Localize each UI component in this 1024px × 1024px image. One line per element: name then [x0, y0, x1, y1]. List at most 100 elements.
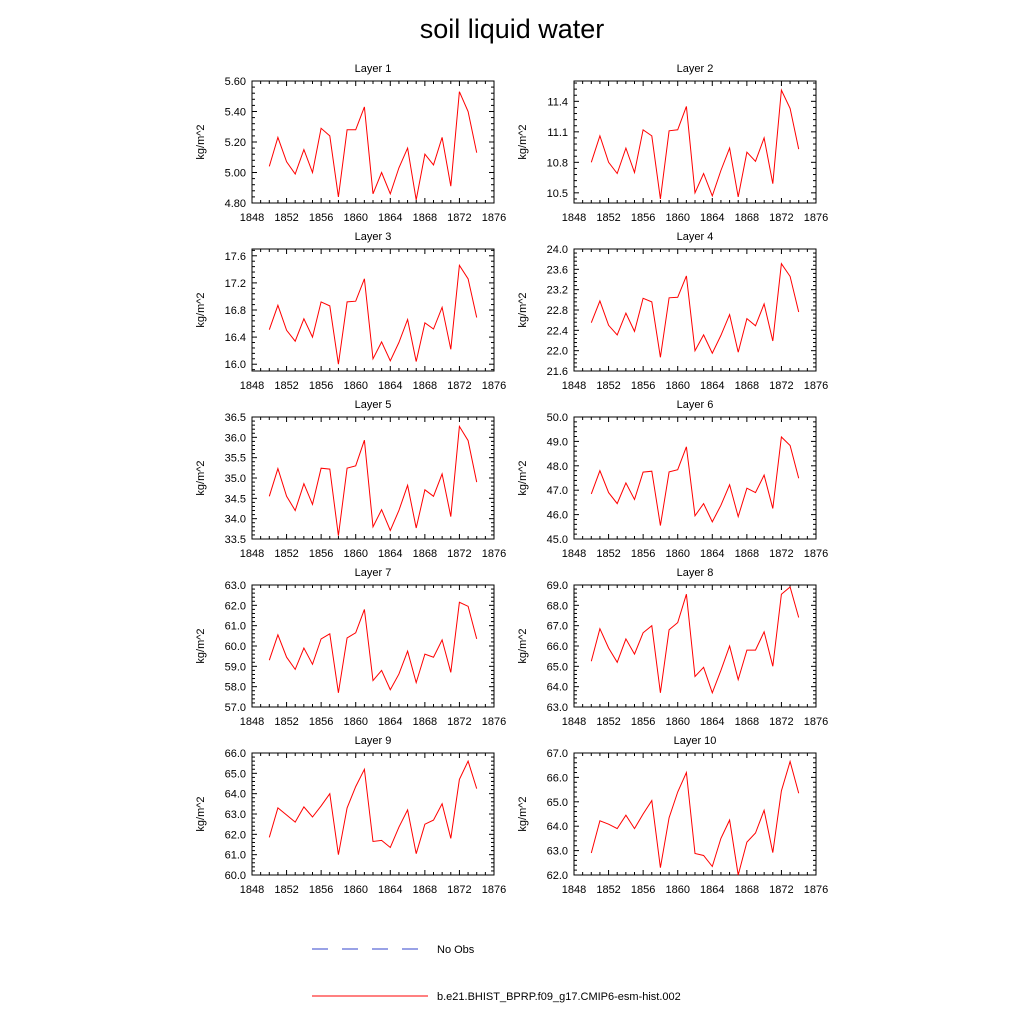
panel-title: Layer 1 — [355, 63, 392, 75]
x-tick-label: 1872 — [447, 380, 471, 392]
y-tick-label: 64.0 — [547, 821, 568, 833]
y-tick-label: 65.0 — [225, 768, 246, 780]
x-tick-label: 1864 — [378, 716, 402, 728]
x-tick-label: 1872 — [769, 548, 793, 560]
x-tick-label: 1860 — [343, 884, 367, 896]
series-line — [268, 263, 478, 365]
y-tick-label: 16.0 — [225, 359, 246, 371]
panel-title: Layer 4 — [677, 231, 714, 243]
x-tick-label: 1852 — [596, 716, 620, 728]
x-tick-label: 1864 — [378, 548, 402, 560]
plot-frame — [573, 248, 817, 372]
x-tick-label: 1848 — [240, 212, 264, 224]
x-tick-label: 1856 — [631, 380, 655, 392]
x-tick-label: 1856 — [631, 884, 655, 896]
series-line — [268, 424, 478, 536]
y-tick-label: 63.0 — [225, 809, 246, 821]
x-tick-label: 1876 — [482, 884, 506, 896]
x-tick-label: 1856 — [309, 548, 333, 560]
x-tick-label: 1872 — [769, 212, 793, 224]
x-tick-label: 1860 — [343, 380, 367, 392]
x-tick-label: 1864 — [378, 212, 402, 224]
plot-frame — [251, 80, 495, 204]
x-tick-label: 1856 — [309, 212, 333, 224]
y-tick-label: 61.0 — [225, 621, 246, 633]
x-tick-label: 1868 — [413, 212, 437, 224]
x-tick-label: 1856 — [631, 548, 655, 560]
x-tick-label: 1852 — [596, 548, 620, 560]
y-tick-label: 35.5 — [225, 453, 246, 465]
x-tick-label: 1852 — [596, 380, 620, 392]
y-tick-label: 22.0 — [547, 346, 568, 358]
panel-5: Layer 5 1848 1852 1856 1860 1864 1868 1872 1876 3… — [195, 399, 506, 560]
x-tick-label: 1868 — [735, 380, 759, 392]
x-tick-label: 1876 — [804, 884, 828, 896]
y-axis-label: kg/m^2 — [195, 796, 207, 831]
y-tick-label: 50.0 — [547, 412, 568, 424]
x-tick-label: 1860 — [665, 212, 689, 224]
x-tick-label: 1864 — [700, 548, 724, 560]
x-tick-label: 1868 — [413, 548, 437, 560]
x-tick-label: 1864 — [378, 380, 402, 392]
y-tick-label: 65.0 — [547, 661, 568, 673]
plot-frame — [573, 584, 817, 708]
x-tick-label: 1860 — [665, 548, 689, 560]
y-tick-label: 57.0 — [225, 702, 246, 714]
y-tick-label: 5.60 — [225, 76, 246, 88]
x-tick-label: 1864 — [700, 716, 724, 728]
panel-1: Layer 1 1848 1852 1856 1860 1864 1868 1872 1876 4… — [195, 63, 506, 224]
x-tick-label: 1868 — [735, 212, 759, 224]
y-tick-label: 46.0 — [547, 510, 568, 522]
panel-title: Layer 2 — [677, 63, 714, 75]
y-tick-label: 67.0 — [547, 748, 568, 760]
x-tick-label: 1848 — [562, 884, 586, 896]
y-tick-label: 10.8 — [547, 157, 568, 169]
y-tick-label: 66.0 — [547, 641, 568, 653]
panel-7: Layer 7 1848 1852 1856 1860 1864 1868 1872 1876 5… — [195, 567, 506, 728]
series-line — [590, 435, 800, 526]
y-tick-label: 5.40 — [225, 107, 246, 119]
x-tick-label: 1856 — [309, 716, 333, 728]
y-tick-label: 47.0 — [547, 485, 568, 497]
x-tick-label: 1852 — [274, 884, 298, 896]
y-tick-label: 11.1 — [547, 127, 568, 139]
panel-title: Layer 3 — [355, 231, 392, 243]
y-tick-label: 22.4 — [547, 325, 568, 337]
y-tick-label: 16.4 — [225, 332, 246, 344]
panel-title: Layer 9 — [355, 735, 392, 747]
x-tick-label: 1876 — [804, 548, 828, 560]
x-tick-label: 1860 — [665, 716, 689, 728]
x-tick-label: 1856 — [631, 212, 655, 224]
x-tick-label: 1852 — [274, 548, 298, 560]
series-line — [590, 262, 800, 358]
y-tick-label: 24.0 — [547, 244, 568, 256]
x-tick-label: 1872 — [447, 716, 471, 728]
x-tick-label: 1856 — [309, 884, 333, 896]
x-tick-label: 1852 — [274, 380, 298, 392]
x-tick-label: 1876 — [804, 212, 828, 224]
y-tick-label: 58.0 — [225, 682, 246, 694]
x-tick-label: 1872 — [769, 884, 793, 896]
x-tick-label: 1876 — [482, 548, 506, 560]
plot-frame — [573, 80, 817, 204]
series-line — [268, 91, 478, 200]
y-tick-label: 63.0 — [547, 846, 568, 858]
x-tick-label: 1852 — [596, 884, 620, 896]
x-tick-label: 1848 — [562, 716, 586, 728]
chart-main-title: soil liquid water — [419, 14, 605, 44]
y-axis-label: kg/m^2 — [517, 628, 529, 663]
x-tick-label: 1860 — [343, 716, 367, 728]
x-tick-label: 1864 — [700, 884, 724, 896]
y-tick-label: 59.0 — [225, 661, 246, 673]
y-tick-label: 5.00 — [225, 168, 246, 180]
y-tick-label: 34.0 — [225, 514, 246, 526]
y-tick-label: 34.5 — [225, 493, 246, 505]
y-tick-label: 17.2 — [225, 278, 246, 290]
series-line — [590, 586, 800, 695]
y-tick-label: 21.6 — [547, 366, 568, 378]
x-tick-label: 1876 — [482, 212, 506, 224]
x-tick-label: 1872 — [447, 548, 471, 560]
y-tick-label: 65.0 — [547, 797, 568, 809]
x-tick-label: 1852 — [274, 716, 298, 728]
y-tick-label: 62.0 — [225, 829, 246, 841]
